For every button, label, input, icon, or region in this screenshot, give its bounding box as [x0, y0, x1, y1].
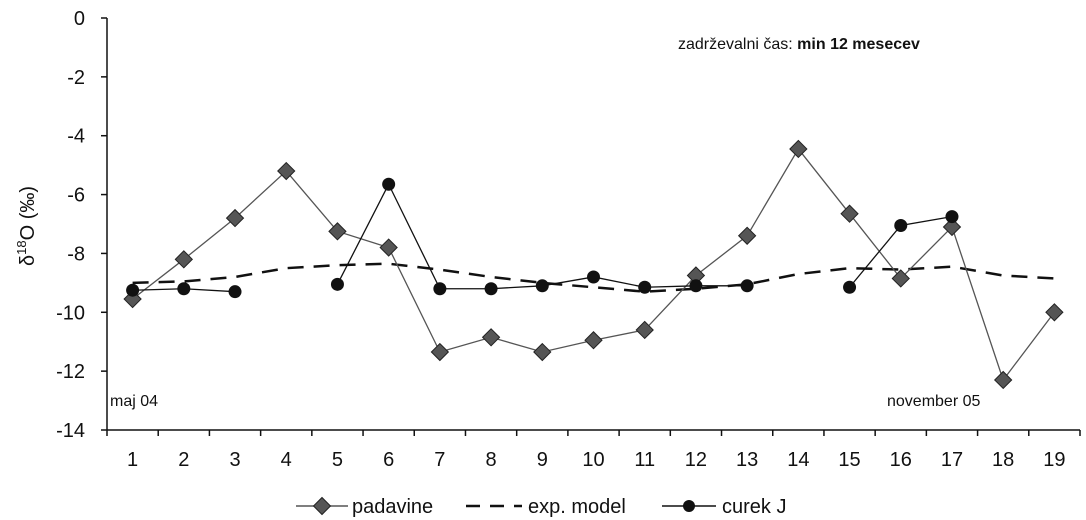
- y-axis-label-sup: 18: [14, 240, 29, 254]
- x-tick-label: 15: [838, 449, 860, 471]
- padavine-point: [840, 204, 859, 223]
- padavine-point: [635, 320, 654, 340]
- x-tick-label: 13: [736, 449, 758, 471]
- x-tick-label: 11: [634, 449, 655, 471]
- legend-padavine-marker: [312, 496, 332, 516]
- y-tick-label: -14: [56, 420, 85, 442]
- y-axis-label-rest: O (‰): [17, 186, 39, 240]
- curek-j-point: [330, 277, 344, 291]
- series-curek-j-line: [336, 182, 748, 290]
- curek-j-point: [587, 270, 600, 284]
- legend-item-exp-model: exp. model: [466, 496, 626, 518]
- y-axis-label: δ18O (‰): [14, 186, 39, 266]
- curek-j-point: [689, 279, 703, 293]
- x-tick-label: 16: [890, 449, 912, 471]
- y-axis-label-symbol: δ: [17, 255, 39, 266]
- padavine-point: [942, 217, 962, 237]
- padavine-point: [174, 250, 194, 269]
- curek-j-point: [177, 282, 191, 296]
- padavine-point: [533, 342, 552, 362]
- series-layer: [123, 139, 1064, 390]
- padavine-point: [225, 208, 245, 228]
- curek-j-point: [894, 218, 908, 232]
- start-period-label: maj 04: [110, 393, 158, 410]
- retention-annotation: zadrževalni čas: min 12 mesecev: [678, 36, 920, 53]
- x-tick-label: 7: [434, 449, 445, 471]
- padavine-point: [430, 342, 450, 362]
- curek-j-point: [535, 279, 549, 293]
- x-tick-label: 6: [383, 449, 394, 471]
- x-tick-label: 12: [685, 449, 707, 471]
- x-tick-label: 10: [582, 449, 604, 471]
- curek-j-point: [843, 280, 857, 294]
- y-tick-label: -4: [67, 126, 85, 148]
- end-period-label: november 05: [887, 393, 980, 410]
- padavine-point: [379, 238, 398, 257]
- legend-curek-j-marker: [683, 500, 695, 512]
- x-tick-label: 14: [787, 449, 809, 471]
- x-tick-label: 19: [1043, 449, 1065, 471]
- padavine-point: [686, 266, 706, 285]
- y-tick-label: -12: [56, 361, 85, 383]
- padavine-point: [277, 161, 296, 181]
- padavine-point: [993, 370, 1013, 390]
- legend: padavine exp. model curek J: [296, 496, 786, 518]
- x-tick-label: 17: [941, 449, 963, 471]
- legend-item-padavine: padavine: [296, 496, 433, 518]
- x-tick-labels: 1 2 3 4 5 6 7 8 9 10 11 12 13 14 15 16 17 18 19: [127, 449, 1065, 471]
- legend-padavine-label: padavine: [352, 496, 433, 518]
- padavine-point: [1045, 303, 1064, 322]
- padavine-point: [584, 331, 603, 350]
- curek-j-point: [126, 283, 140, 297]
- padavine-point: [737, 226, 757, 245]
- retention-value: min 12 mesecev: [797, 36, 920, 53]
- x-tick-label: 18: [992, 449, 1014, 471]
- x-tick-label: 9: [537, 449, 548, 471]
- x-tick-label: 5: [332, 449, 343, 471]
- y-tick-label: -6: [67, 185, 85, 207]
- curek-j-point: [228, 285, 242, 299]
- curek-j-point: [382, 177, 396, 191]
- y-tick-labels: 0 -2 -4 -6 -8 -10 -12 -14: [56, 8, 85, 442]
- y-tick-label: 0: [74, 8, 85, 30]
- legend-item-curek-j: curek J: [662, 496, 786, 518]
- x-tick-label: 4: [281, 449, 292, 471]
- y-tick-label: -8: [67, 243, 85, 265]
- x-tick-label: 8: [486, 449, 497, 471]
- x-tick-label: 1: [127, 449, 138, 471]
- axes: [101, 17, 1081, 436]
- padavine-point: [789, 139, 808, 159]
- curek-j-point: [433, 282, 447, 296]
- padavine-point: [328, 222, 347, 241]
- x-tick-label: 3: [229, 449, 240, 471]
- curek-j-point: [945, 210, 959, 224]
- padavine-point: [481, 328, 501, 347]
- retention-prefix: zadrževalni čas:: [678, 36, 797, 53]
- x-tick-label: 2: [178, 449, 189, 471]
- padavine-point: [891, 269, 910, 288]
- y-tick-label: -2: [67, 67, 85, 89]
- legend-curek-j-label: curek J: [722, 496, 786, 518]
- legend-exp-model-label: exp. model: [528, 496, 626, 518]
- curek-j-point: [484, 282, 498, 296]
- curek-j-point: [740, 279, 754, 293]
- curek-j-point: [638, 280, 652, 294]
- y-tick-label: -10: [56, 302, 85, 324]
